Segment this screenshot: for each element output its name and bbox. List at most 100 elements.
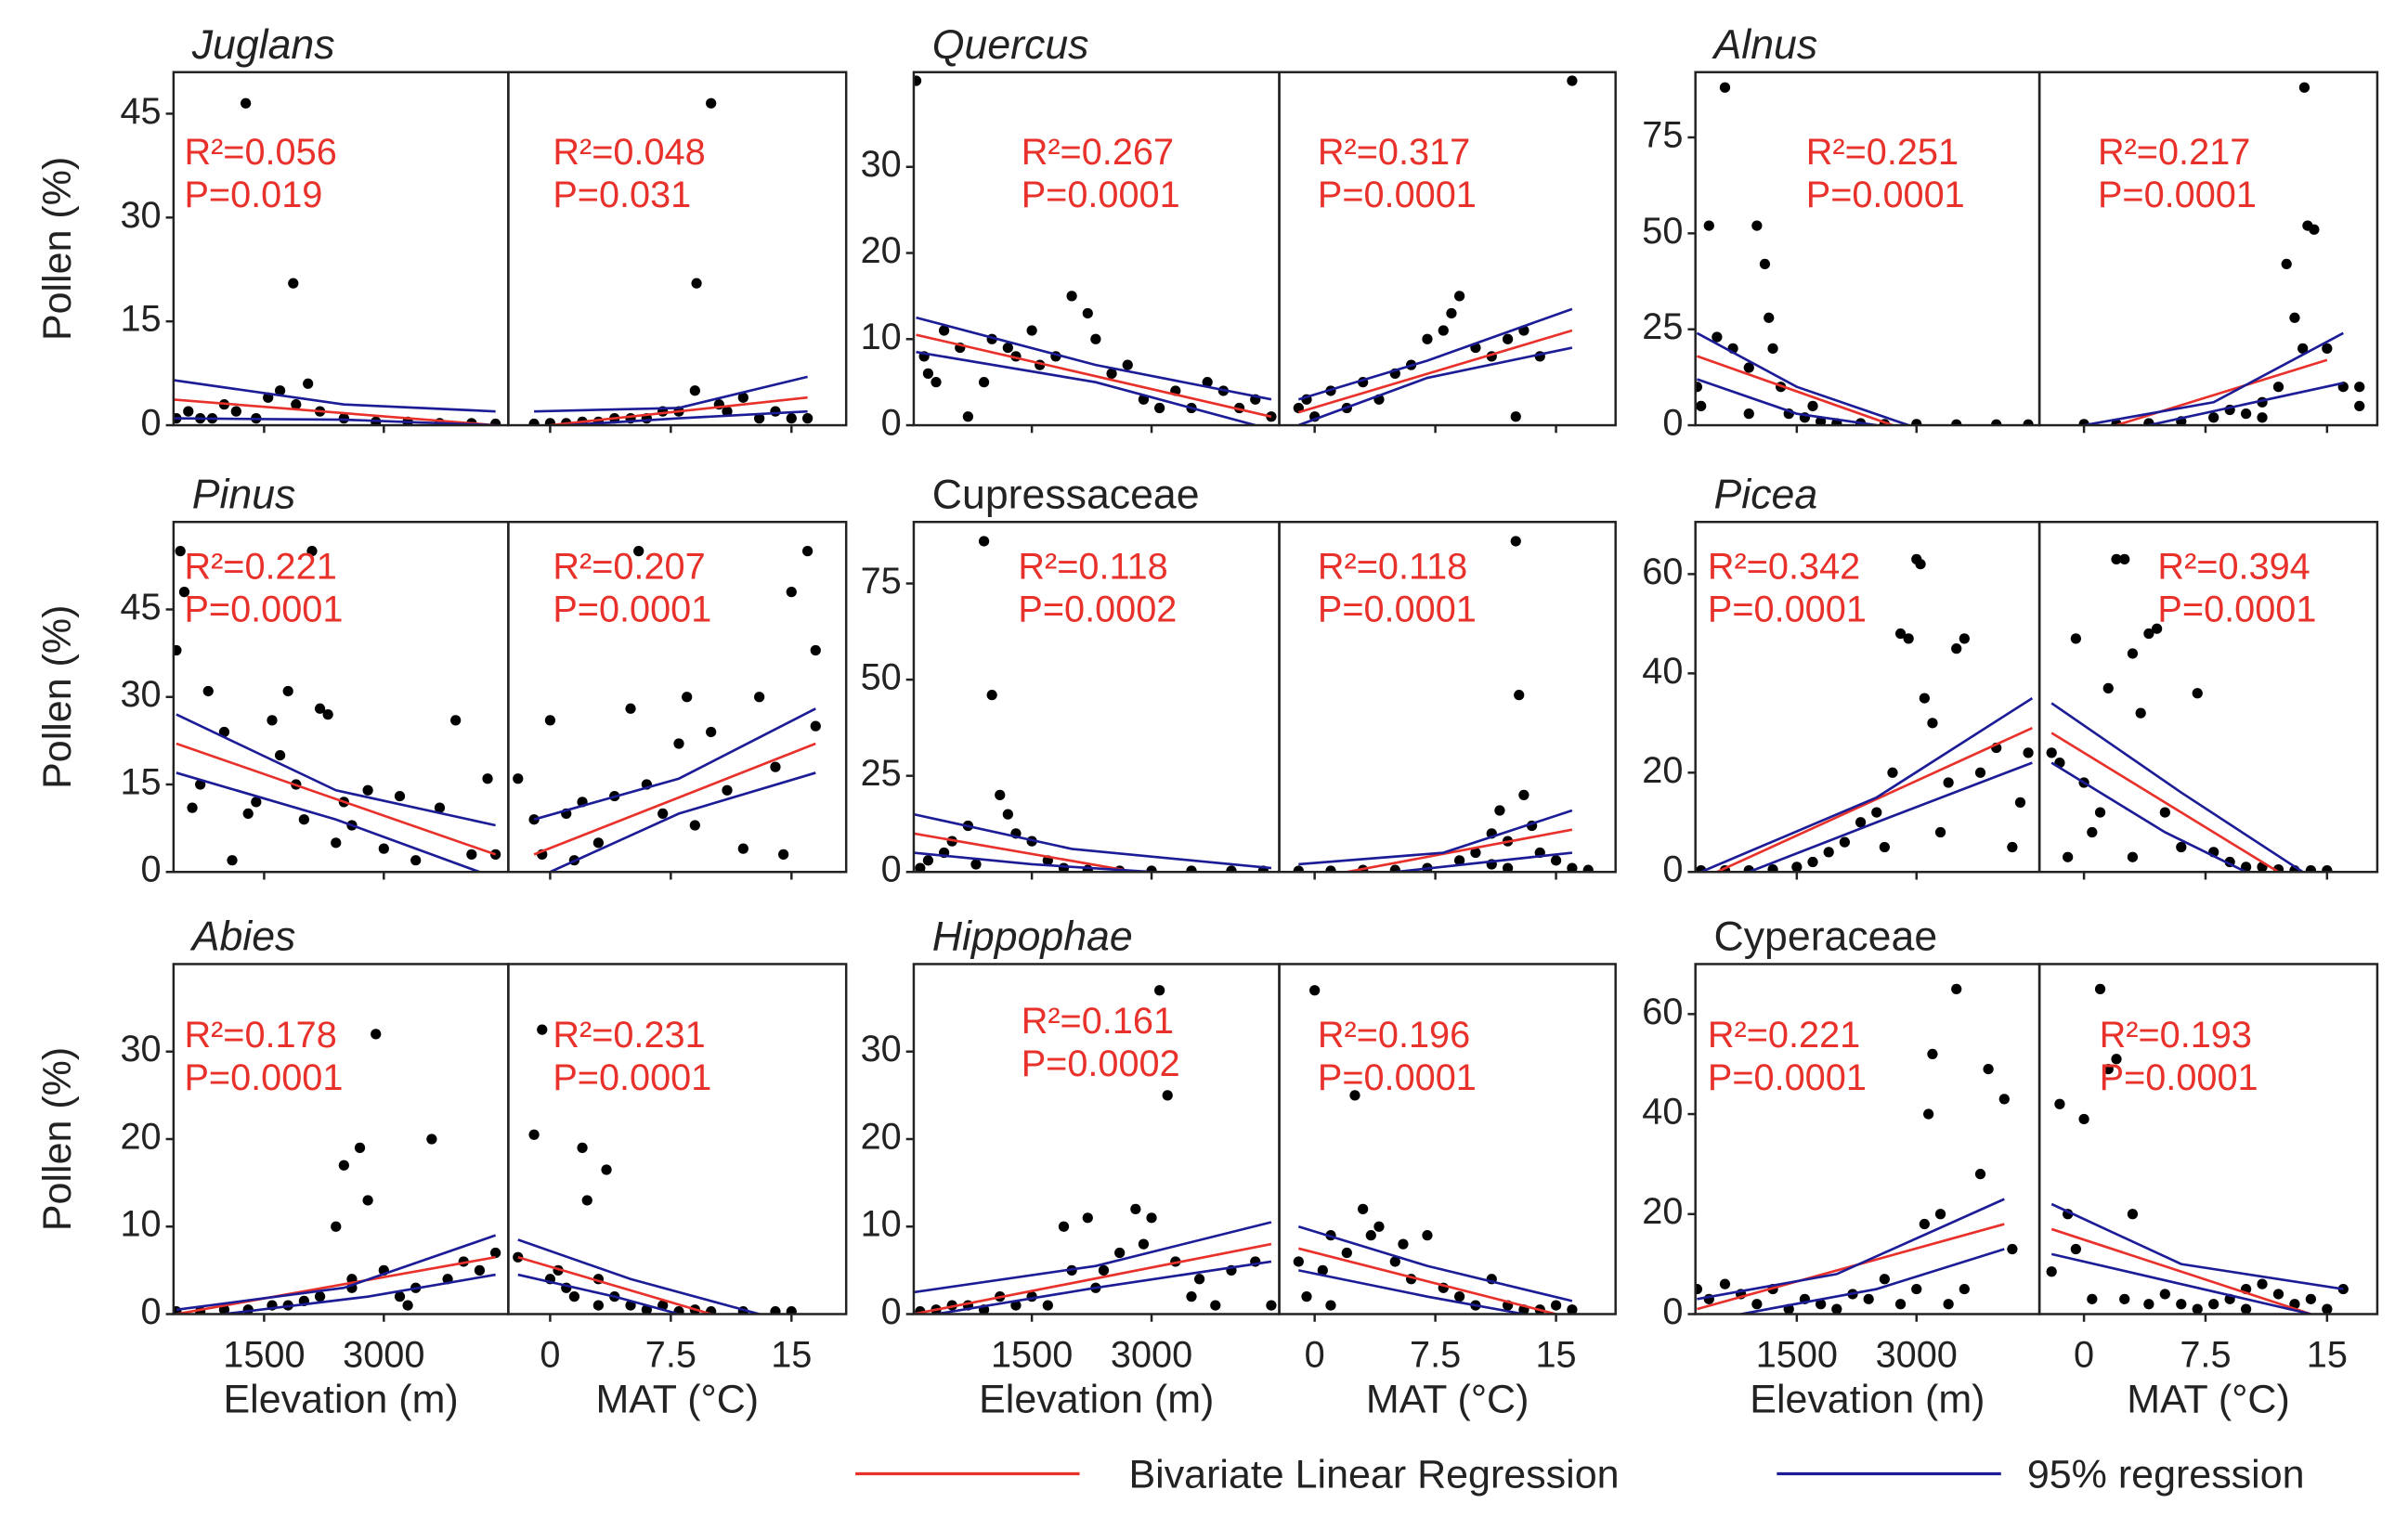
panel xyxy=(513,546,821,873)
annotation: P=0.0001 xyxy=(2157,590,2316,630)
y-tick-label: 40 xyxy=(1642,651,1683,692)
data-point xyxy=(544,418,556,426)
data-point xyxy=(1696,400,1707,412)
y-tick-label: 15 xyxy=(120,299,161,340)
annotation: P=0.0001 xyxy=(1318,175,1477,215)
data-point xyxy=(274,749,286,761)
regression-line xyxy=(913,851,1152,873)
regression-line xyxy=(913,812,1272,870)
data-point xyxy=(1823,847,1834,858)
data-point xyxy=(2208,412,2219,423)
data-point xyxy=(1210,1300,1221,1311)
y-tick-label: 40 xyxy=(1642,1092,1683,1133)
data-point xyxy=(1767,343,1778,354)
data-point xyxy=(291,399,302,410)
data-point xyxy=(1202,377,1213,388)
y-tick-label: 30 xyxy=(120,674,161,715)
data-point xyxy=(2309,224,2320,235)
data-point xyxy=(1154,402,1165,414)
data-point xyxy=(689,385,700,396)
data-point xyxy=(691,278,702,289)
data-point xyxy=(1341,1247,1352,1259)
x-tick-label: 1500 xyxy=(991,1334,1073,1375)
annotation: P=0.0001 xyxy=(553,590,711,630)
data-point xyxy=(490,418,501,426)
data-point xyxy=(1514,690,1525,701)
panel-frame xyxy=(2037,963,2379,1315)
y-tick-label: 10 xyxy=(861,317,902,357)
data-point xyxy=(2102,682,2114,694)
data-point xyxy=(2272,382,2284,393)
data-point xyxy=(2354,400,2365,412)
data-point xyxy=(1855,817,1867,828)
data-point xyxy=(1309,985,1321,996)
regression-line xyxy=(224,1273,496,1315)
data-point xyxy=(1042,1300,1053,1311)
data-point xyxy=(2127,1209,2139,1220)
data-point xyxy=(178,587,190,598)
annotation: R²=0.118 xyxy=(1018,546,1167,587)
regression-line xyxy=(176,713,496,827)
data-point xyxy=(1494,805,1505,816)
data-point xyxy=(1927,1048,1938,1060)
y-tick-label: 30 xyxy=(120,1029,161,1069)
data-point xyxy=(1743,408,1754,420)
regression-line xyxy=(1696,331,1909,426)
data-point xyxy=(706,97,717,109)
panel xyxy=(913,985,1277,1315)
data-point xyxy=(2289,312,2300,323)
panel-frame xyxy=(507,71,848,427)
y-tick-label: 0 xyxy=(881,849,902,890)
data-point xyxy=(2240,408,2252,420)
data-point xyxy=(1991,419,2002,426)
y-tick-label: 0 xyxy=(141,403,162,444)
data-point xyxy=(1695,382,1703,393)
x-tick-label: 0 xyxy=(2074,1334,2094,1375)
data-point xyxy=(1098,1264,1110,1276)
data-point xyxy=(2143,1299,2154,1310)
annotation: R²=0.267 xyxy=(1022,132,1174,173)
data-point xyxy=(1066,291,1077,302)
annotation: P=0.0001 xyxy=(2098,175,2257,215)
data-point xyxy=(2070,633,2081,644)
annotation: R²=0.342 xyxy=(1708,546,1860,587)
data-point xyxy=(218,726,230,738)
y-tick-label: 45 xyxy=(120,587,161,628)
x-tick-label: 1500 xyxy=(223,1334,305,1375)
data-point xyxy=(378,843,389,854)
data-point xyxy=(1894,1299,1907,1310)
annotation: P=0.0001 xyxy=(1708,1057,1867,1098)
data-point xyxy=(1943,777,1954,788)
data-point xyxy=(1927,718,1938,729)
annotation: R²=0.118 xyxy=(1318,546,1467,587)
data-point xyxy=(2240,1303,2252,1315)
data-point xyxy=(331,1221,342,1232)
regression-line xyxy=(913,1242,1272,1315)
data-point xyxy=(786,412,797,424)
data-point xyxy=(1146,865,1157,873)
data-point xyxy=(657,808,669,820)
panel-frame xyxy=(507,963,848,1315)
data-point xyxy=(689,820,700,831)
regression-line xyxy=(935,1260,1272,1315)
regression-line xyxy=(2050,1252,2311,1315)
data-point xyxy=(1510,536,1521,547)
y-tick-label: 10 xyxy=(120,1204,161,1245)
data-point xyxy=(1743,362,1754,373)
data-point xyxy=(801,546,814,557)
data-point xyxy=(2102,1063,2114,1075)
data-point xyxy=(1567,75,1578,86)
annotation: R²=0.048 xyxy=(553,132,705,173)
y-tick-label: 30 xyxy=(861,144,902,185)
x-axis-label: MAT (°C) xyxy=(595,1377,759,1421)
data-point xyxy=(1325,865,1336,873)
data-point xyxy=(1703,220,1714,231)
x-tick-label: 7.5 xyxy=(645,1334,696,1375)
y-tick-label: 45 xyxy=(120,91,161,132)
regression-line xyxy=(176,1255,496,1315)
data-point xyxy=(2094,807,2106,818)
data-point xyxy=(1911,419,1922,426)
data-point xyxy=(1915,559,1926,570)
data-point xyxy=(1293,1256,1304,1267)
data-point xyxy=(1446,307,1457,319)
